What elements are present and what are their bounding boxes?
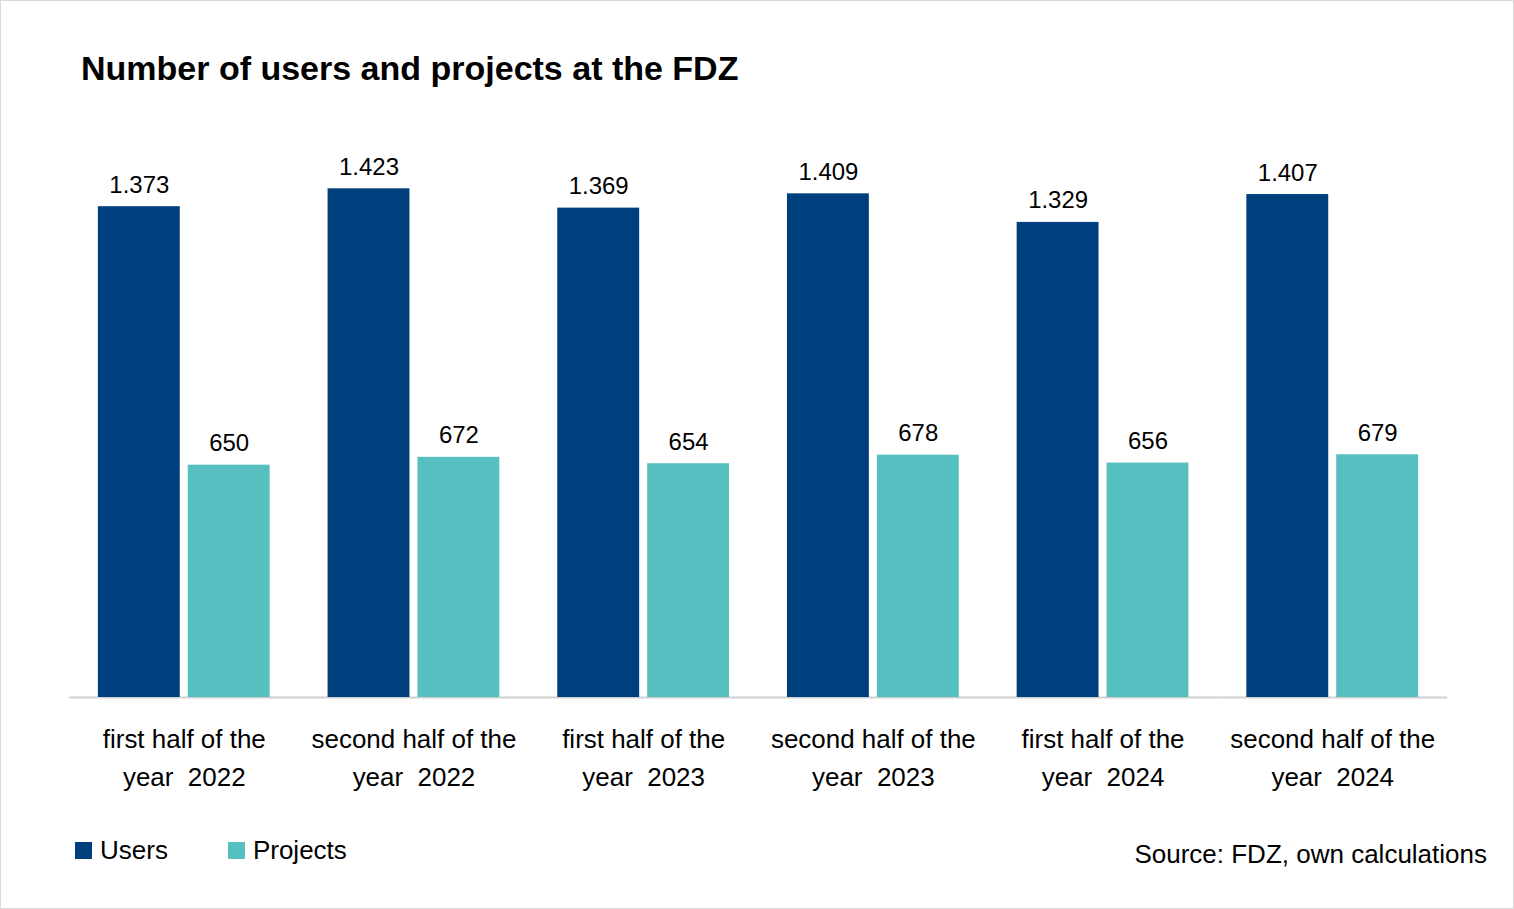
html-text:Source: FDZ, own calculations: Source: FDZ, own calculations: [1134, 839, 1487, 869]
svg-text:650: 650: [209, 429, 249, 456]
svg-text:1.407: 1.407: [1258, 159, 1318, 186]
svg-text:654: 654: [669, 428, 709, 455]
html-text:Users: Users: [100, 835, 168, 865]
html-text:Number of users and projects a: Number of users and projects at the FDZ: [81, 49, 739, 87]
svg-text:1.423: 1.423: [339, 153, 399, 180]
svg-text:1.329: 1.329: [1028, 186, 1088, 213]
svg-text:second half of theyear 2024: second half of theyear 2024: [1230, 724, 1435, 792]
svg-text:1.369: 1.369: [569, 172, 629, 199]
svg-text:first half of theyear 2024: first half of theyear 2024: [1022, 724, 1185, 792]
svg-text:first half of theyear 2023: first half of theyear 2023: [562, 724, 725, 792]
svg-text:second half of theyear 2023: second half of theyear 2023: [771, 724, 976, 792]
svg-text:678: 678: [898, 419, 938, 446]
html-text:Projects: Projects: [252, 835, 347, 865]
svg-text:first half of theyear 2022: first half of theyear 2022: [103, 724, 266, 792]
svg-text:1.373: 1.373: [109, 171, 169, 198]
svg-text:679: 679: [1358, 419, 1398, 446]
svg-text:second half of theyear 2022: second half of theyear 2022: [312, 724, 517, 792]
svg-text:656: 656: [1128, 427, 1168, 454]
svg-text:672: 672: [439, 421, 479, 448]
svg-text:1.409: 1.409: [798, 158, 858, 185]
